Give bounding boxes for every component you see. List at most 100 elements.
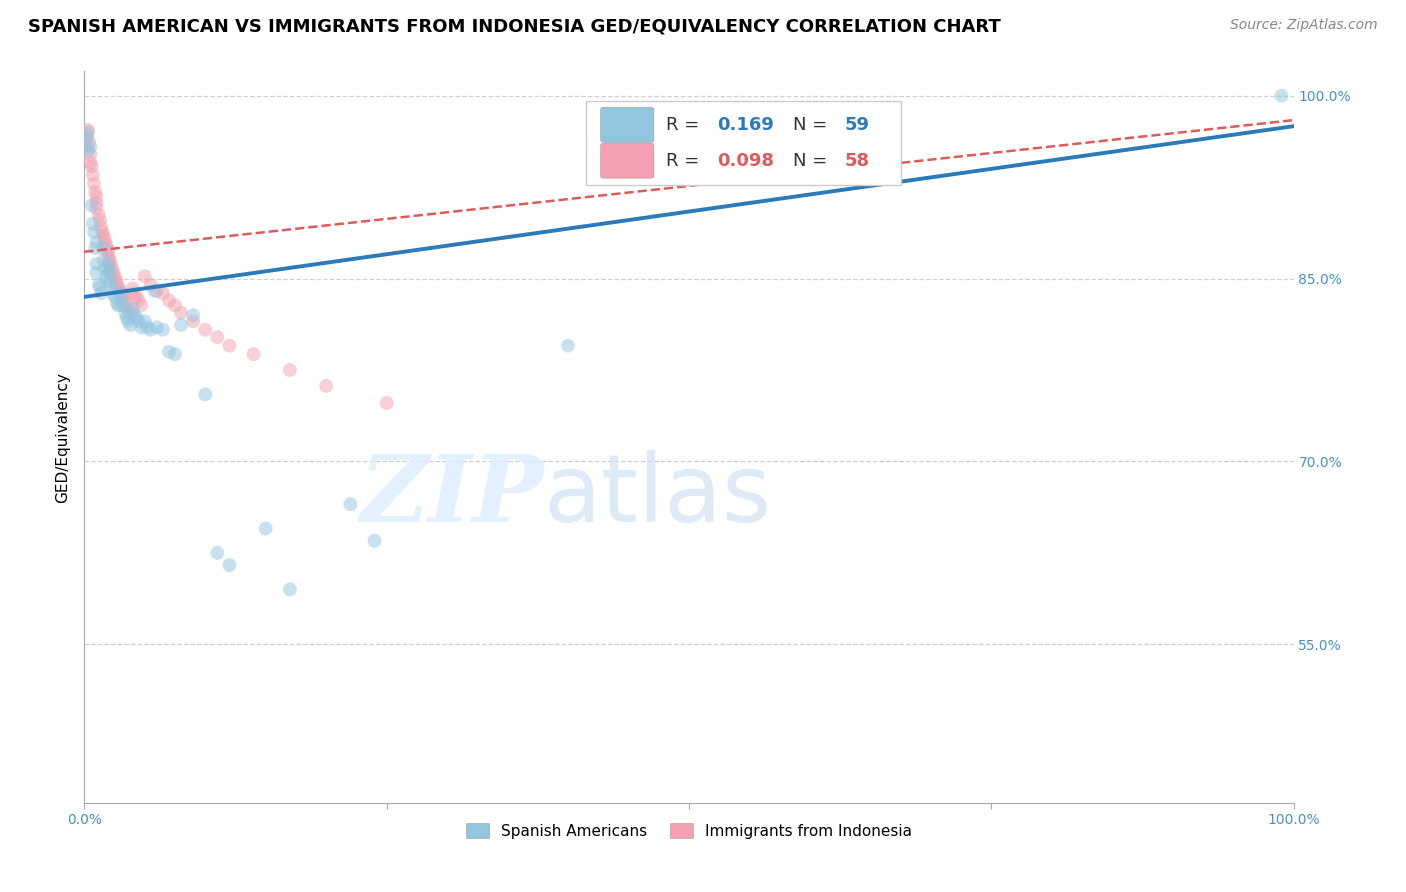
Point xyxy=(96,241,118,255)
Point xyxy=(79,140,101,154)
Point xyxy=(94,237,117,252)
Point xyxy=(104,269,127,284)
Point xyxy=(128,314,150,328)
Text: Source: ZipAtlas.com: Source: ZipAtlas.com xyxy=(1230,18,1378,32)
Point xyxy=(129,320,152,334)
Point xyxy=(112,298,135,312)
Point xyxy=(86,196,108,211)
Point xyxy=(157,293,180,308)
Point xyxy=(339,497,361,511)
Point xyxy=(100,274,122,288)
Point xyxy=(90,286,112,301)
Point xyxy=(97,244,120,259)
Point xyxy=(114,293,136,308)
Point xyxy=(111,286,134,301)
Point xyxy=(120,318,142,332)
Point xyxy=(82,168,104,182)
Point xyxy=(100,257,122,271)
Text: N =: N = xyxy=(793,152,832,169)
Point xyxy=(1270,88,1292,103)
Point xyxy=(82,217,104,231)
Point xyxy=(115,298,138,312)
Point xyxy=(170,318,193,332)
Point xyxy=(152,323,174,337)
Point xyxy=(315,379,337,393)
Text: ZIP: ZIP xyxy=(360,450,544,541)
Point xyxy=(152,286,174,301)
Text: 0.098: 0.098 xyxy=(717,152,773,169)
Point xyxy=(194,323,217,337)
Point xyxy=(98,253,121,268)
Point xyxy=(101,261,124,276)
Point xyxy=(97,257,120,271)
Text: 58: 58 xyxy=(845,152,870,169)
Point xyxy=(125,310,148,325)
Point xyxy=(139,277,162,292)
Point xyxy=(125,290,148,304)
Text: atlas: atlas xyxy=(544,450,772,541)
Point xyxy=(218,558,240,573)
Point xyxy=(181,308,204,322)
FancyBboxPatch shape xyxy=(586,101,901,185)
Legend: Spanish Americans, Immigrants from Indonesia: Spanish Americans, Immigrants from Indon… xyxy=(458,815,920,847)
Point xyxy=(76,131,98,145)
Point xyxy=(110,286,132,301)
Point xyxy=(134,314,156,328)
Point xyxy=(77,135,100,149)
Point xyxy=(254,521,277,535)
Point xyxy=(122,308,145,322)
Point xyxy=(84,241,107,255)
Point xyxy=(110,284,132,298)
Point xyxy=(98,266,121,280)
Point xyxy=(122,286,145,301)
Point xyxy=(91,241,114,255)
Point xyxy=(90,220,112,235)
Point xyxy=(97,263,120,277)
Point xyxy=(87,208,110,222)
Point xyxy=(112,290,135,304)
Point xyxy=(194,387,217,401)
Point xyxy=(76,128,98,142)
Point xyxy=(165,347,187,361)
Point xyxy=(89,280,111,294)
Point xyxy=(86,257,108,271)
Point xyxy=(97,250,120,264)
Point xyxy=(117,302,139,317)
Point xyxy=(120,306,142,320)
Point xyxy=(77,125,100,139)
Point xyxy=(170,306,193,320)
Point xyxy=(101,281,124,295)
Point xyxy=(557,339,579,353)
Point xyxy=(218,339,240,353)
Point xyxy=(107,298,129,312)
Point xyxy=(79,156,101,170)
Point xyxy=(91,225,114,239)
Point xyxy=(86,266,108,280)
Point xyxy=(89,213,111,227)
Point xyxy=(115,310,138,325)
Point xyxy=(86,235,108,249)
Point xyxy=(146,284,169,298)
Point xyxy=(77,144,100,158)
Point xyxy=(83,225,105,239)
Point xyxy=(375,396,398,410)
Point xyxy=(139,323,162,337)
Point xyxy=(75,140,97,154)
Point xyxy=(96,274,118,288)
Point xyxy=(105,277,128,291)
Point xyxy=(278,582,301,597)
Point xyxy=(146,320,169,334)
Point xyxy=(165,298,187,312)
Point xyxy=(94,261,117,276)
Point xyxy=(121,302,143,317)
Point xyxy=(80,198,103,212)
Point xyxy=(242,347,264,361)
Point xyxy=(79,147,101,161)
Point xyxy=(103,286,125,301)
Point xyxy=(278,363,301,377)
Point xyxy=(121,281,143,295)
Point xyxy=(181,314,204,328)
Point xyxy=(107,280,129,294)
Point xyxy=(129,298,152,312)
Point xyxy=(363,533,385,548)
